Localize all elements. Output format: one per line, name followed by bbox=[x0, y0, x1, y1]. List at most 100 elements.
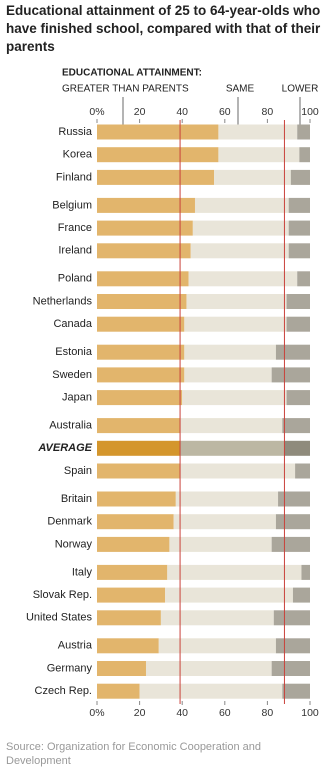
bar-segment bbox=[271, 661, 310, 676]
legend-label: LOWER bbox=[282, 84, 319, 95]
bar-segment bbox=[97, 124, 219, 140]
bar-segment bbox=[139, 683, 283, 699]
x-tick-label: 0% bbox=[89, 707, 104, 719]
bar-segment bbox=[192, 220, 289, 236]
category-label: Austria bbox=[58, 640, 93, 652]
bar-segment bbox=[218, 124, 298, 140]
x-tick-label: 40 bbox=[176, 106, 188, 118]
bar-segment bbox=[173, 514, 276, 530]
bar-segment bbox=[97, 243, 191, 259]
legend-title: EDUCATIONAL ATTAINMENT: bbox=[62, 68, 202, 79]
bar-segment bbox=[97, 367, 185, 383]
category-label: Estonia bbox=[55, 346, 93, 358]
bar-segment bbox=[169, 536, 272, 552]
bar-segment bbox=[292, 587, 310, 603]
bar-segment bbox=[97, 491, 176, 507]
bar-segment bbox=[301, 564, 310, 580]
bar-segment bbox=[297, 124, 310, 140]
category-label: Britain bbox=[61, 493, 92, 505]
category-label: Denmark bbox=[47, 516, 92, 528]
bar-segment bbox=[97, 463, 181, 479]
category-label: Finland bbox=[56, 171, 92, 183]
category-label: Korea bbox=[63, 149, 93, 161]
category-label: Slovak Rep. bbox=[33, 589, 92, 601]
bar-segment bbox=[97, 564, 168, 580]
bar-segment bbox=[297, 271, 310, 287]
category-label: Russia bbox=[58, 126, 93, 138]
category-label: United States bbox=[26, 612, 93, 624]
bar-segment bbox=[97, 316, 185, 332]
category-label: France bbox=[58, 222, 92, 234]
x-tick-label: 60 bbox=[219, 707, 231, 719]
x-tick-label: 40 bbox=[176, 707, 188, 719]
bar-segment bbox=[97, 390, 183, 406]
category-label: Norway bbox=[55, 538, 93, 550]
bar-segment bbox=[284, 440, 310, 456]
bar-segment bbox=[218, 147, 300, 163]
bar-segment bbox=[145, 661, 272, 676]
category-label: Italy bbox=[72, 566, 93, 578]
bar-segment bbox=[97, 294, 187, 309]
bar-segment bbox=[271, 367, 310, 383]
bar-segment bbox=[184, 344, 276, 360]
legend-label: GREATER THAN PARENTS bbox=[62, 84, 189, 95]
bar-segment bbox=[175, 491, 279, 507]
bar-segment bbox=[288, 220, 310, 236]
bar-segment bbox=[97, 271, 189, 287]
x-tick-label: 20 bbox=[134, 707, 146, 719]
x-tick-label: 20 bbox=[134, 106, 146, 118]
bar-segment bbox=[97, 197, 195, 213]
bar-segment bbox=[286, 390, 310, 406]
bar-segment bbox=[286, 294, 310, 309]
category-label: Poland bbox=[58, 273, 92, 285]
bar-segment bbox=[186, 294, 287, 309]
bar-segment bbox=[214, 169, 291, 185]
category-label: Japan bbox=[62, 392, 92, 404]
bar-segment bbox=[97, 220, 193, 236]
bar-segment bbox=[290, 169, 310, 185]
x-tick-label: 60 bbox=[219, 106, 231, 118]
bar-segment bbox=[295, 463, 310, 479]
bar-segment bbox=[288, 243, 310, 259]
bar-segment bbox=[97, 536, 170, 552]
x-tick-label: 100 bbox=[301, 707, 319, 719]
bar-segment bbox=[97, 587, 166, 603]
bar-segment bbox=[190, 243, 289, 259]
bar-segment bbox=[97, 514, 174, 530]
bar-segment bbox=[97, 683, 140, 699]
bar-segment bbox=[184, 367, 272, 383]
bar-segment bbox=[97, 169, 215, 185]
x-tick-label: 80 bbox=[262, 106, 274, 118]
x-tick-label: 80 bbox=[262, 707, 274, 719]
bar-segment bbox=[271, 536, 310, 552]
bar-segment bbox=[180, 418, 283, 434]
category-label: Canada bbox=[53, 318, 92, 330]
bar-segment bbox=[97, 610, 161, 626]
bar-segment bbox=[167, 564, 302, 580]
bar-segment bbox=[286, 316, 310, 332]
chart-title: Educational attainment of 25 to 64-year-… bbox=[6, 3, 321, 54]
category-label: Belgium bbox=[52, 199, 92, 211]
bar-segment bbox=[184, 316, 287, 332]
bar-segment bbox=[97, 344, 185, 360]
bar-segment bbox=[275, 514, 310, 530]
bar-segment bbox=[97, 638, 159, 654]
bar-segment bbox=[97, 661, 146, 676]
legend-label: SAME bbox=[226, 84, 255, 95]
bar-segment bbox=[275, 344, 310, 360]
bar-segment bbox=[288, 197, 310, 213]
bar-segment bbox=[182, 390, 287, 406]
category-label: Ireland bbox=[58, 245, 92, 257]
bar-segment bbox=[165, 587, 293, 603]
bar-segment bbox=[273, 610, 310, 626]
category-label: Netherlands bbox=[33, 295, 93, 307]
bar-segment bbox=[275, 638, 310, 654]
bar-segment bbox=[180, 440, 285, 456]
bar-segment bbox=[158, 638, 276, 654]
bar-segment bbox=[97, 147, 219, 163]
bar-segment bbox=[282, 418, 310, 434]
source-note: Source: Organization for Economic Cooper… bbox=[6, 741, 261, 767]
category-label: Sweden bbox=[52, 369, 92, 381]
